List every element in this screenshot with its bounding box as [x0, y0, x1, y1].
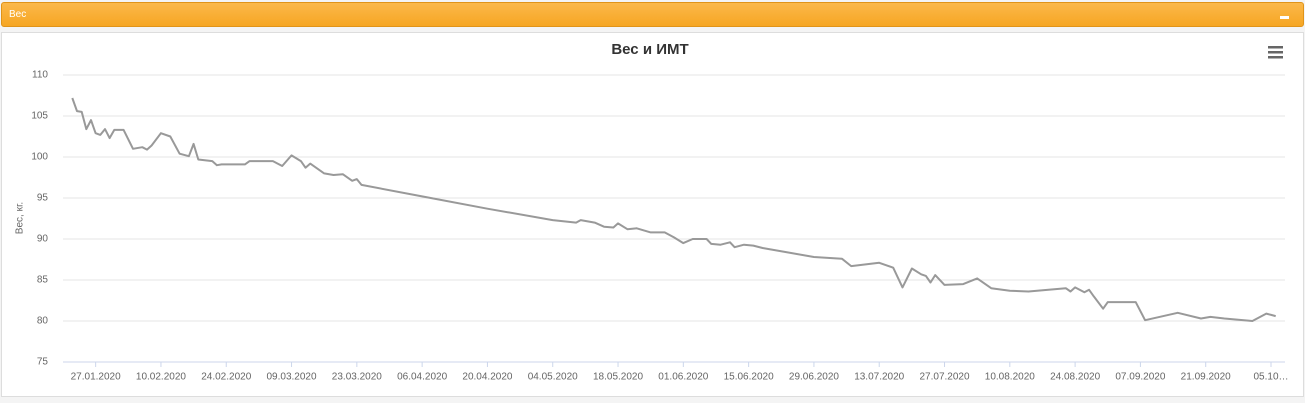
- panel-title: Вес: [9, 9, 27, 20]
- y-tick-label: 95: [37, 193, 49, 204]
- x-tick-label: 27.01.2020: [71, 372, 121, 383]
- y-axis-title: Вес, кг.: [15, 202, 26, 234]
- weight-line: [71, 97, 1276, 322]
- x-tick-label: 13.07.2020: [854, 372, 904, 383]
- panel-header: Вес: [1, 2, 1304, 27]
- x-tick-label: 10.08.2020: [985, 372, 1035, 383]
- x-tick-label: 06.04.2020: [397, 372, 447, 383]
- x-tick-label: 10.02.2020: [136, 372, 186, 383]
- x-tick-label: 23.03.2020: [332, 372, 382, 383]
- x-tick-label: 09.03.2020: [267, 372, 317, 383]
- collapse-button[interactable]: [1280, 16, 1289, 19]
- y-tick-label: 80: [37, 316, 49, 327]
- y-tick-label: 105: [31, 111, 48, 122]
- x-tick-label: 24.08.2020: [1050, 372, 1100, 383]
- x-tick-label: 21.09.2020: [1181, 372, 1231, 383]
- y-tick-label: 100: [31, 152, 48, 163]
- x-tick-label: 29.06.2020: [789, 372, 839, 383]
- x-tick-label: 05.10…: [1253, 372, 1288, 383]
- y-tick-label: 110: [32, 70, 48, 81]
- x-tick-label: 04.05.2020: [528, 372, 578, 383]
- x-tick-label: 15.06.2020: [724, 372, 774, 383]
- chart-title: Вес и ИМТ: [611, 41, 688, 58]
- x-tick-label: 27.07.2020: [919, 372, 969, 383]
- menu-bar: [1268, 51, 1283, 54]
- x-tick-label: 01.06.2020: [658, 372, 708, 383]
- x-tick-label: 07.09.2020: [1115, 372, 1165, 383]
- x-tick-label: 18.05.2020: [593, 372, 643, 383]
- menu-bar: [1268, 56, 1283, 59]
- y-tick-label: 90: [37, 234, 49, 245]
- x-tick-label: 24.02.2020: [201, 372, 251, 383]
- y-tick-label: 75: [37, 357, 49, 368]
- y-tick-label: 85: [37, 275, 49, 286]
- menu-bar: [1268, 46, 1283, 49]
- menu-button[interactable]: [1268, 46, 1283, 59]
- chart-panel: [1, 32, 1304, 397]
- x-tick-label: 20.04.2020: [462, 372, 512, 383]
